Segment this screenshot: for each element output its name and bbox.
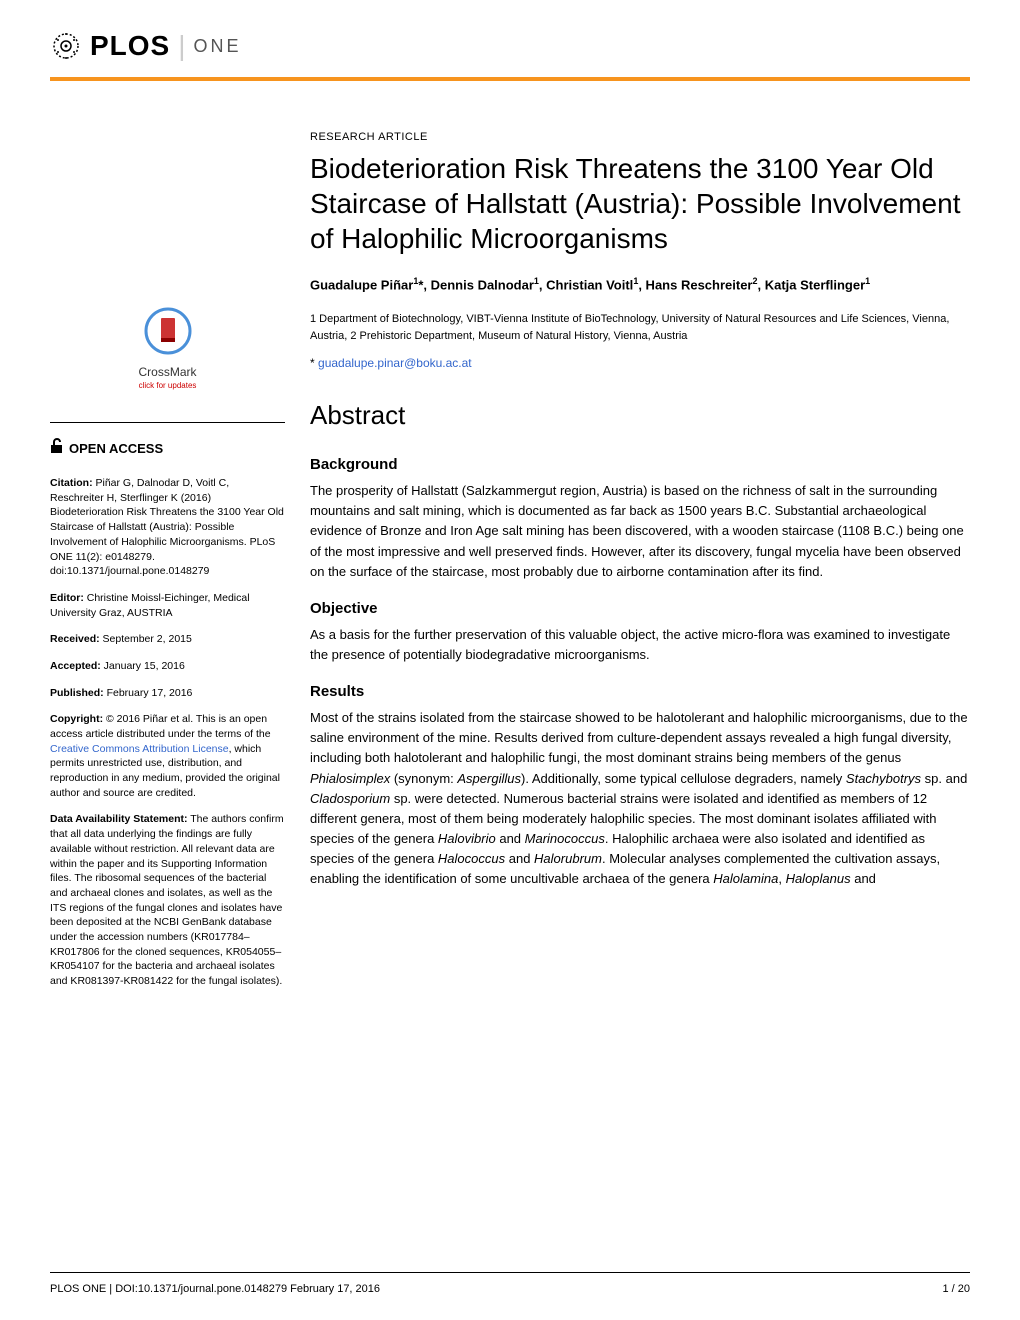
editor-label: Editor: [50,592,84,604]
crossmark-badge[interactable]: CrossMark click for updates [50,306,285,392]
affiliations: 1 Department of Biotechnology, VIBT-Vien… [310,311,970,344]
published-label: Published: [50,687,104,699]
main-content: RESEARCH ARTICLE Biodeterioration Risk T… [310,131,970,1001]
plos-icon [50,30,82,62]
accepted-text: January 15, 2016 [101,660,185,672]
copyright-label: Copyright: [50,713,103,725]
sidebar-divider [50,422,285,423]
accepted-block: Accepted: January 15, 2016 [50,659,285,674]
citation-text: Piñar G, Dalnodar D, Voitl C, Reschreite… [50,477,284,577]
open-access-label: OPEN ACCESS [69,440,163,458]
objective-body: As a basis for the further preservation … [310,625,970,665]
citation-label: Citation: [50,477,93,489]
received-text: September 2, 2015 [100,633,192,645]
results-heading: Results [310,683,970,700]
data-availability-block: Data Availability Statement: The authors… [50,812,285,988]
article-title: Biodeterioration Risk Threatens the 3100… [310,151,970,256]
data-text: The authors confirm that all data underl… [50,813,284,987]
sidebar: CrossMark click for updates OPEN ACCESS … [50,131,285,1001]
logo-text-sub: ONE [194,36,242,57]
copyright-block: Copyright: © 2016 Piñar et al. This is a… [50,712,285,800]
crossmark-sublabel: click for updates [50,380,285,391]
cc-license-link[interactable]: Creative Commons Attribution License [50,743,229,755]
crossmark-label: CrossMark [50,364,285,381]
data-label: Data Availability Statement: [50,813,188,825]
corresponding-email-link[interactable]: guadalupe.pinar@boku.ac.at [318,356,472,370]
corresponding-author: * guadalupe.pinar@boku.ac.at [310,356,970,370]
received-label: Received: [50,633,100,645]
crossmark-icon [143,306,193,356]
footer-left: PLOS ONE | DOI:10.1371/journal.pone.0148… [50,1283,380,1295]
accepted-label: Accepted: [50,660,101,672]
journal-logo: PLOS | ONE [50,30,242,62]
editor-block: Editor: Christine Moissl-Eichinger, Medi… [50,591,285,620]
corresponding-prefix: * [310,356,318,370]
article-type: RESEARCH ARTICLE [310,131,970,143]
background-body: The prosperity of Hallstatt (Salzkammerg… [310,481,970,582]
logo-text-main: PLOS [90,30,170,62]
background-heading: Background [310,456,970,473]
page-footer: PLOS ONE | DOI:10.1371/journal.pone.0148… [50,1272,970,1295]
received-block: Received: September 2, 2015 [50,632,285,647]
citation-block: Citation: Piñar G, Dalnodar D, Voitl C, … [50,476,285,579]
authors-list: Guadalupe Piñar1*, Dennis Dalnodar1, Chr… [310,274,970,296]
footer-right: 1 / 20 [942,1283,970,1295]
open-access-badge: OPEN ACCESS [50,438,285,461]
abstract-heading: Abstract [310,400,970,431]
journal-header: PLOS | ONE [0,0,1020,72]
open-lock-icon [50,438,64,461]
objective-heading: Objective [310,600,970,617]
results-body: Most of the strains isolated from the st… [310,708,970,889]
published-text: February 17, 2016 [104,687,193,699]
published-block: Published: February 17, 2016 [50,686,285,701]
